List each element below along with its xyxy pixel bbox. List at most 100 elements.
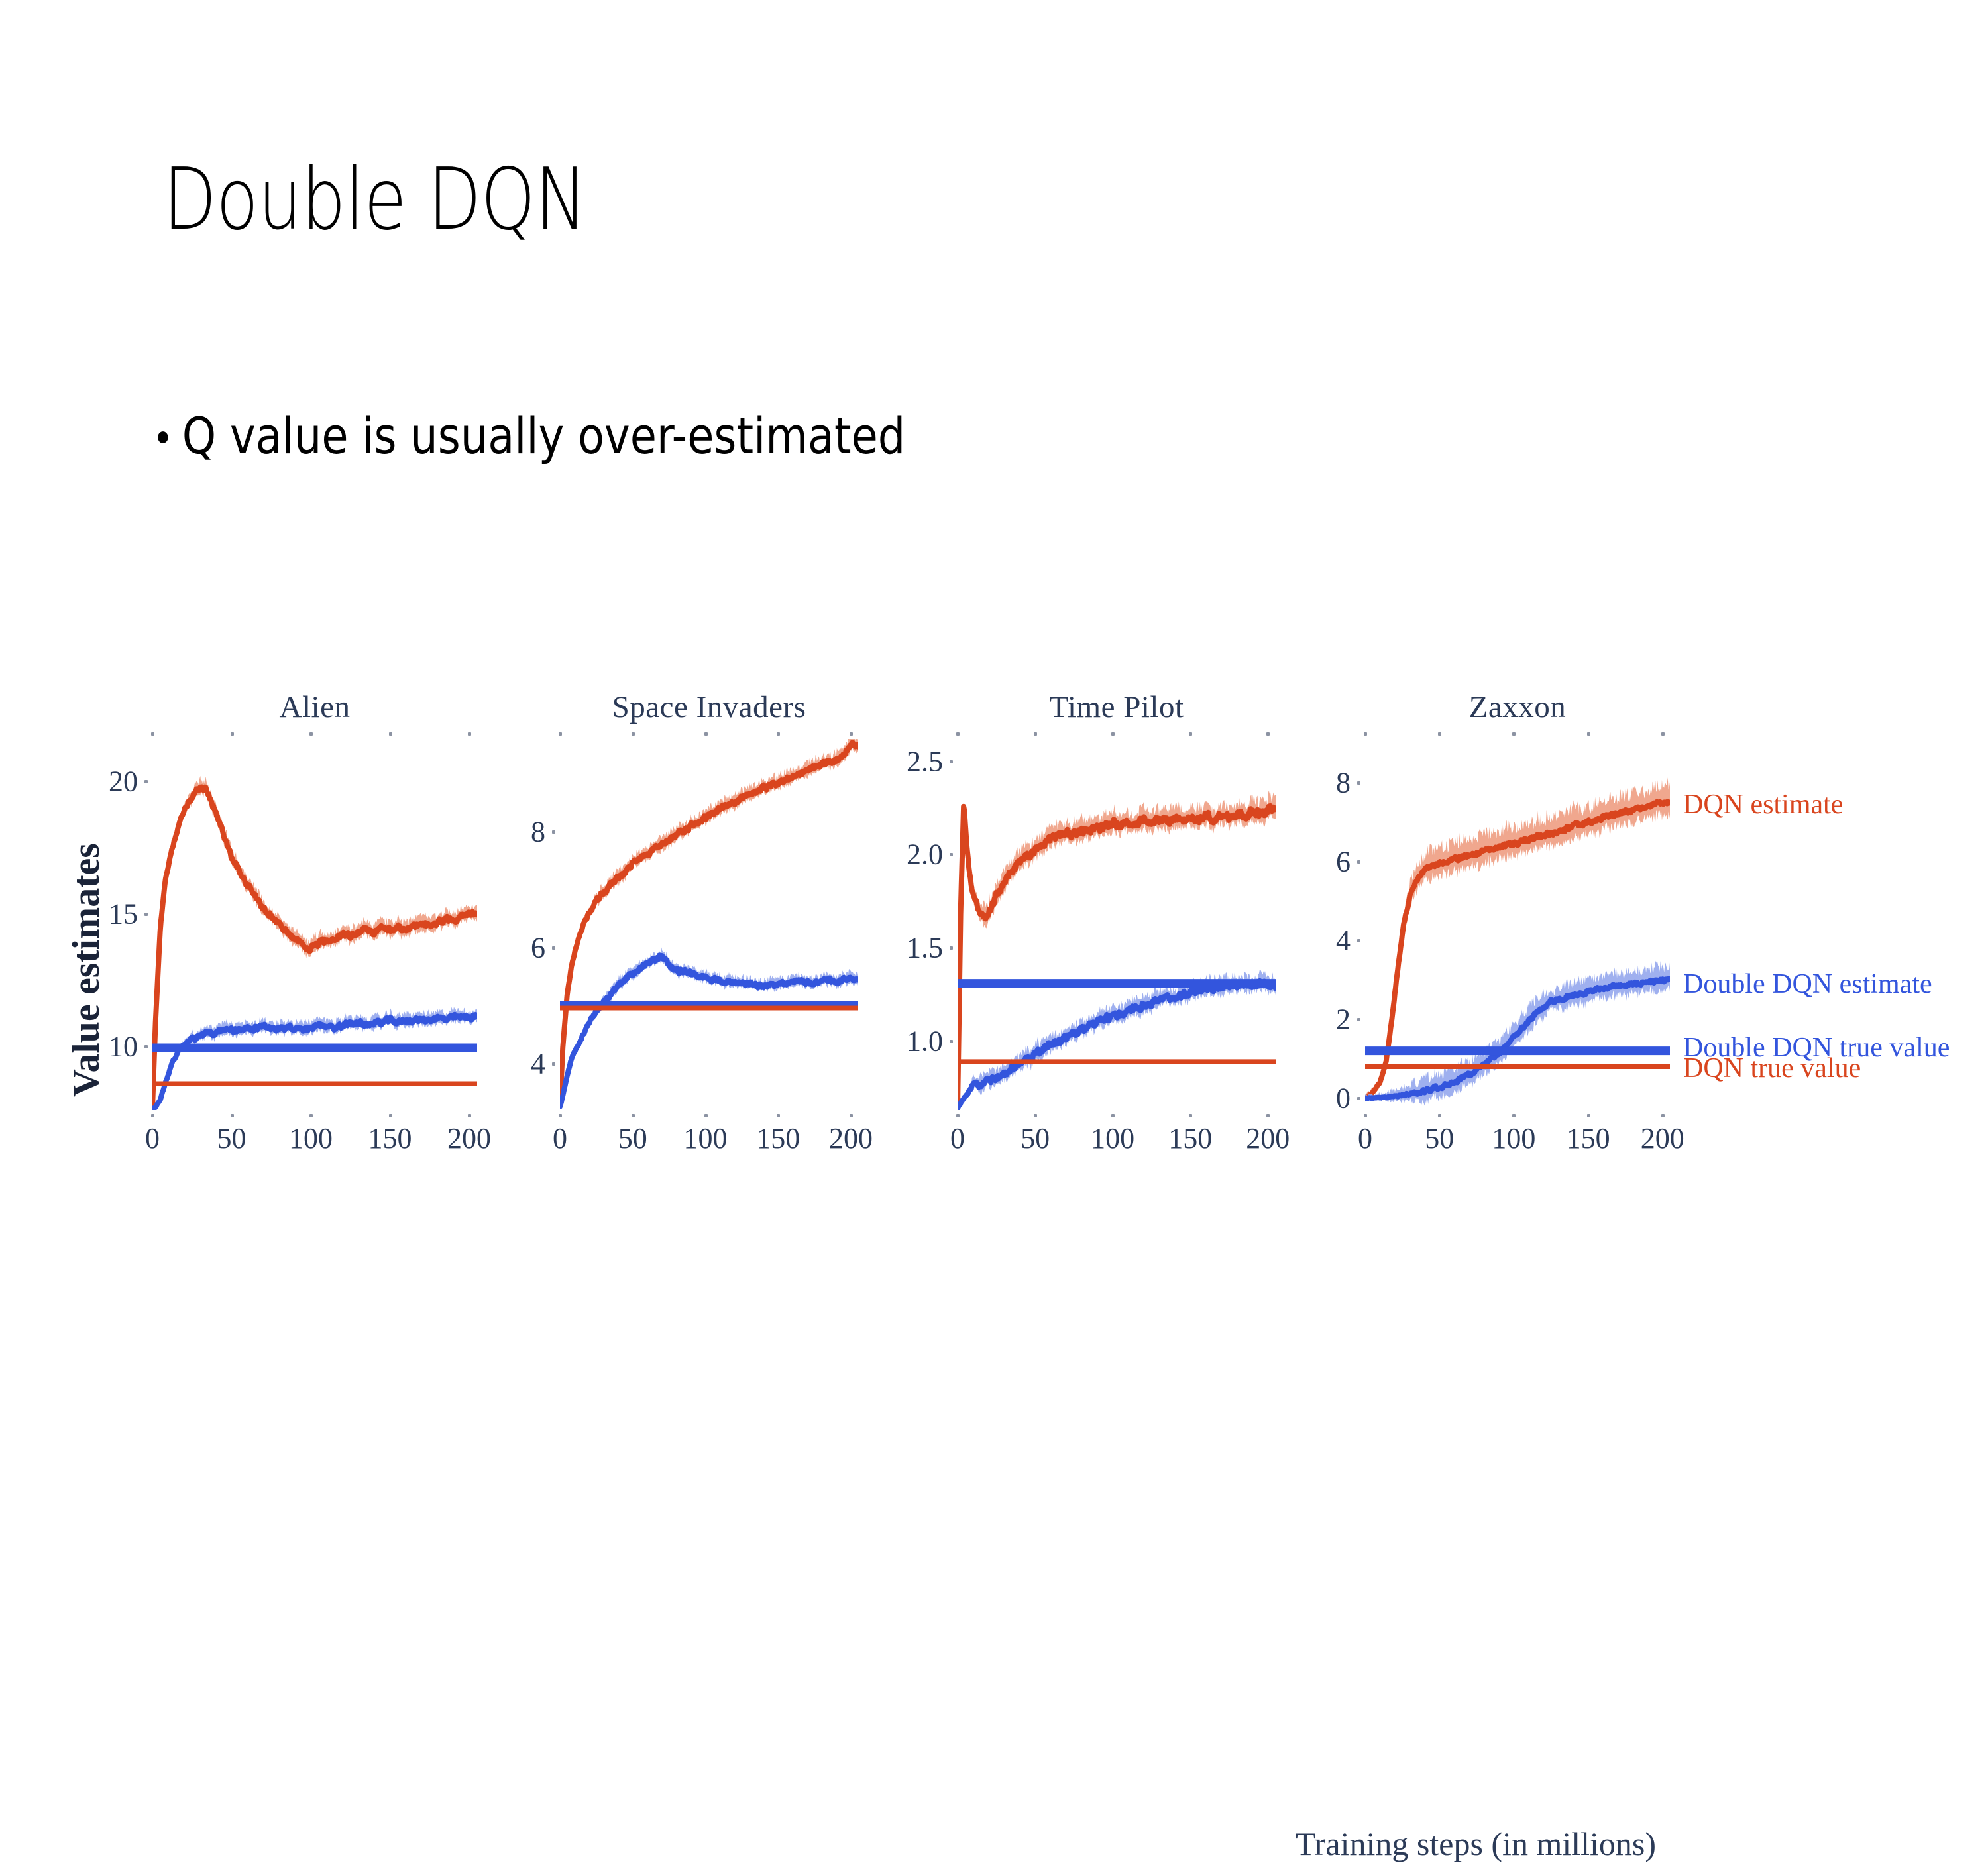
y-axis-tick-label: 6 (1336, 845, 1351, 878)
y-axis-tick-label: 6 (531, 931, 545, 964)
y-axis-tick-label: 1.5 (907, 931, 943, 964)
tick-mark (144, 913, 148, 916)
tick-mark (1586, 1114, 1590, 1117)
tick-mark (309, 1114, 313, 1117)
tick-mark (850, 1114, 854, 1117)
tick-mark (144, 1045, 148, 1048)
y-axis-tick-label: 10 (109, 1030, 138, 1063)
bullet-marker-icon: • (156, 412, 170, 461)
tick-mark (1034, 732, 1038, 736)
page-title: Double DQN (163, 150, 587, 249)
series-line (958, 978, 1276, 1110)
tick-mark (850, 732, 854, 736)
x-axis-tick-label: 200 (1640, 1122, 1684, 1155)
tick-mark (388, 1114, 392, 1117)
y-axis-tick-label: 8 (1336, 766, 1351, 799)
series-line (958, 803, 1276, 1110)
tick-mark (468, 1114, 472, 1117)
confidence-band (958, 969, 1276, 1110)
bullet-list-item: • Q value is usually over-estimated (156, 411, 905, 461)
tick-mark (230, 732, 234, 736)
x-axis-tick-label: 50 (1425, 1122, 1455, 1155)
x-axis-tick-label: 100 (289, 1122, 333, 1155)
x-axis-tick-label: 0 (950, 1122, 965, 1155)
tick-mark (956, 732, 960, 736)
tick-mark (1266, 1114, 1270, 1117)
tick-mark (950, 1039, 953, 1043)
tick-mark (950, 760, 953, 763)
chart-svg (1365, 777, 1670, 1106)
plot-area (152, 739, 477, 1110)
tick-mark (230, 1114, 234, 1117)
y-axis-tick-label: 20 (109, 765, 138, 798)
x-axis-tick-label: 0 (1358, 1122, 1372, 1155)
tick-mark (1111, 1114, 1115, 1117)
x-axis-tick-label: 50 (217, 1122, 247, 1155)
series-line (1365, 976, 1670, 1101)
tick-mark (1266, 732, 1270, 736)
confidence-band (560, 739, 858, 1105)
legend-double-dqn-true-value: Double DQN true value (1683, 1032, 1950, 1063)
bullet-text: Q value is usually over-estimated (182, 406, 906, 465)
x-axis-tick-label: 0 (145, 1122, 160, 1155)
tick-mark (1189, 1114, 1193, 1117)
chart-panel-time-pilot: Time Pilot 1.0 1.5 2.0 2.5 0 50 100 150 200 (907, 676, 1290, 1259)
tick-mark (1189, 732, 1193, 736)
tick-mark (1357, 1097, 1360, 1101)
y-axis-tick-label: 1.0 (907, 1025, 943, 1058)
tick-mark (144, 780, 148, 783)
tick-mark (1357, 781, 1360, 785)
legend-dqn-true-value: DQN true value (1683, 1053, 1861, 1084)
tick-mark (151, 1114, 154, 1117)
x-axis-tick-label: 200 (829, 1122, 873, 1155)
chart-title: Zaxxon (1468, 690, 1567, 724)
series-line (152, 784, 477, 1110)
tick-mark (1357, 938, 1360, 942)
x-axis-tick-label: 0 (553, 1122, 567, 1155)
x-axis-tick-label: 200 (1246, 1122, 1290, 1155)
chart-svg (560, 739, 858, 1109)
tick-mark (552, 946, 555, 950)
tick-mark (1364, 1114, 1367, 1117)
x-axis-tick-label: 150 (1566, 1122, 1610, 1155)
tick-mark (956, 1114, 960, 1117)
series-line (152, 1011, 477, 1110)
tick-mark (777, 1114, 781, 1117)
chart-title: Alien (279, 690, 351, 724)
confidence-band (560, 947, 858, 1107)
y-axis-tick-label: 2 (1336, 1003, 1351, 1036)
tick-mark (1661, 1114, 1665, 1117)
chart-panel-space-invaders: Space Invaders 4 6 8 0 50 100 150 200 (531, 676, 873, 1259)
tick-mark (704, 732, 708, 736)
tick-mark (151, 732, 154, 736)
confidence-band (958, 790, 1276, 1110)
x-axis-tick-label: 150 (756, 1122, 801, 1155)
tick-mark (704, 1114, 708, 1117)
y-axis-tick-label: 2.0 (907, 838, 943, 871)
x-axis-tick-label: 200 (447, 1122, 492, 1155)
tick-mark (1661, 732, 1665, 736)
chart-title: Space Invaders (612, 690, 806, 724)
y-axis-tick-label: 4 (1336, 924, 1351, 957)
figure-x-axis-label: Training steps (in millions) (1296, 1825, 1657, 1862)
legend-double-dqn-estimate: Double DQN estimate (1683, 969, 1932, 1000)
tick-mark (631, 1114, 635, 1117)
x-axis-tick-label: 100 (683, 1122, 728, 1155)
plot-area (958, 739, 1276, 1110)
tick-mark (552, 1062, 555, 1066)
tick-mark (1438, 1114, 1442, 1117)
tick-mark (1357, 860, 1360, 864)
confidence-band (1365, 777, 1670, 1101)
tick-mark (468, 732, 472, 736)
plot-area (560, 739, 858, 1110)
y-axis-tick-label: 15 (109, 897, 138, 931)
y-axis-tick-label: 8 (531, 815, 545, 848)
tick-mark (1438, 732, 1442, 736)
x-axis-tick-label: 50 (1021, 1122, 1050, 1155)
tick-mark (1512, 1114, 1516, 1117)
chart-panel-zaxxon: Zaxxon 0 2 4 6 8 0 50 100 150 200 (1336, 676, 1684, 1259)
tick-mark (950, 853, 953, 857)
chart-panel-alien: Alien 10 15 20 0 50 100 150 200 (109, 676, 491, 1259)
x-axis-tick-label: 150 (368, 1122, 412, 1155)
x-axis-tick-label: 100 (1492, 1122, 1536, 1155)
